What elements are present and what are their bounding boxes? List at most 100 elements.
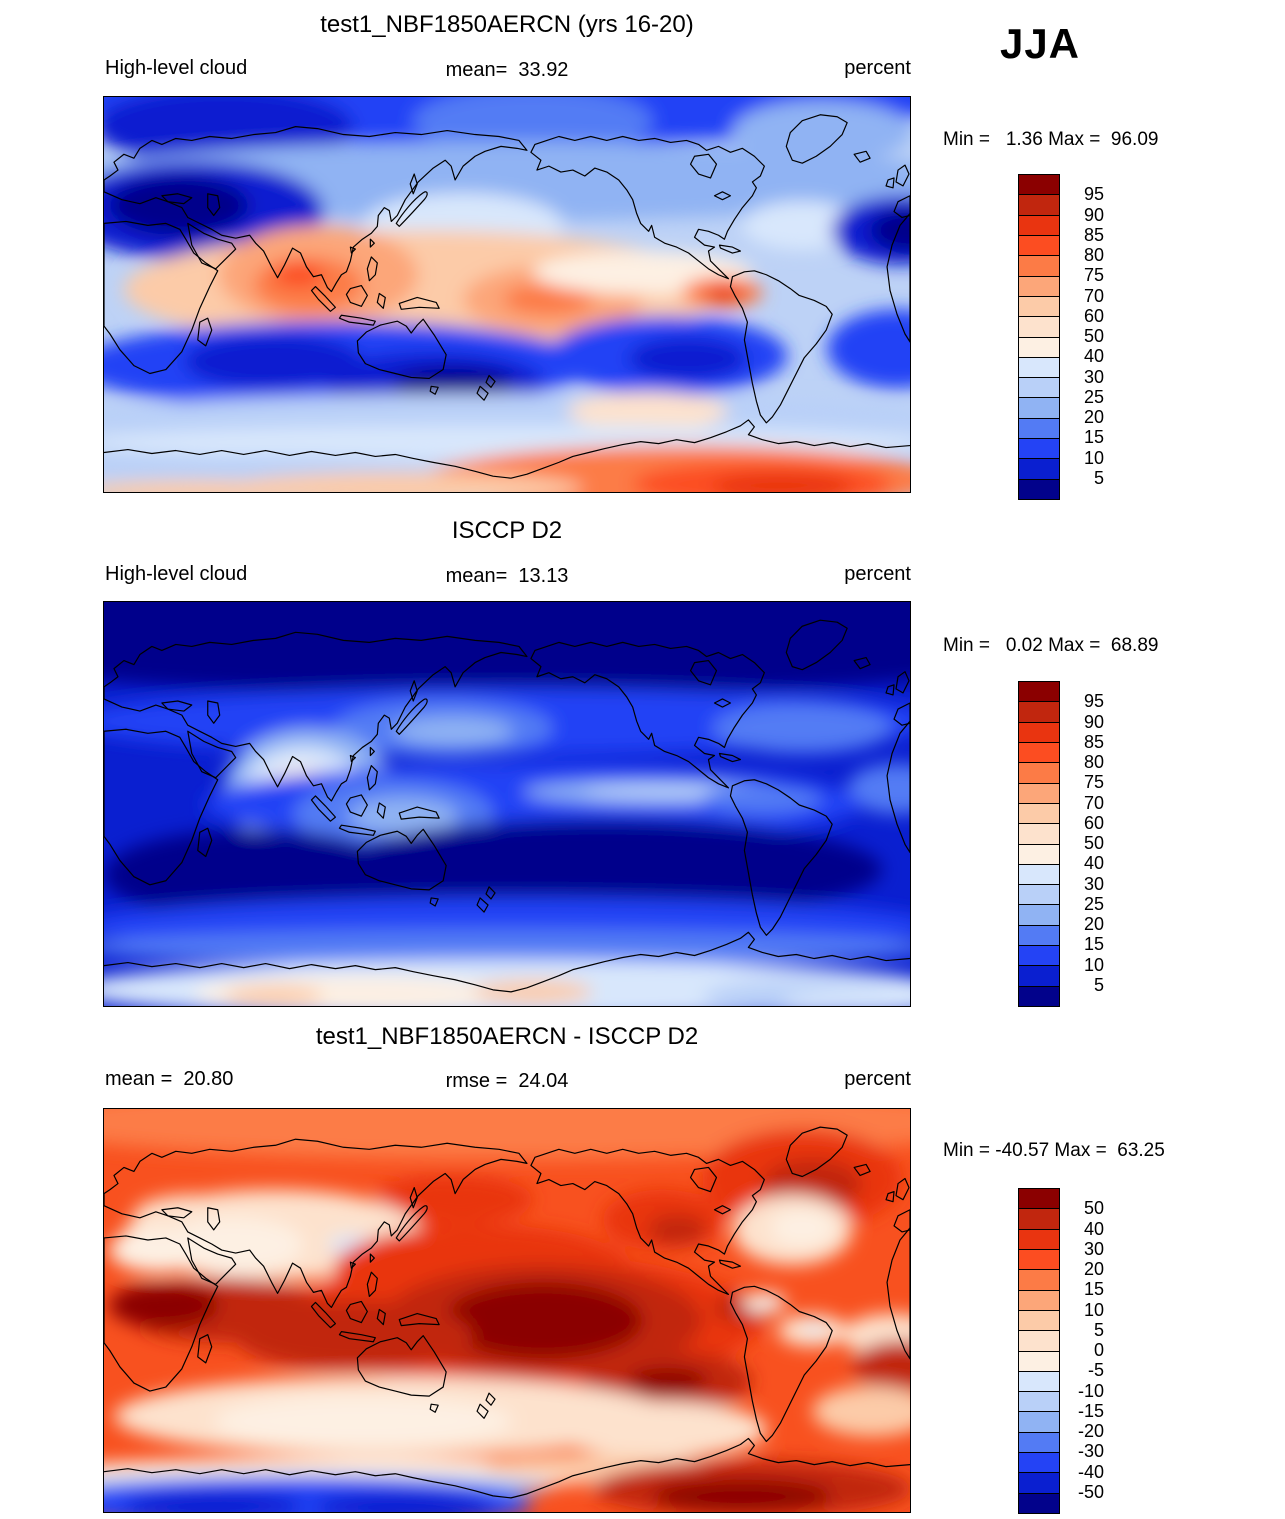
colorbar-segment [1019,1270,1059,1291]
colorbar-segment [1019,966,1059,987]
panel-2-minmax: Min = 0.02 Max = 68.89 [943,635,1159,656]
colorbar-segment [1019,1392,1059,1413]
season-label: JJA [999,20,1081,67]
panel-1-colorbar [1018,174,1060,500]
colorbar-tick-label: 20 [1083,407,1104,427]
colorbar-tick-label: 50 [1083,326,1104,346]
colorbar-segment [1019,175,1059,196]
colorbar-segment [1019,1453,1059,1474]
panel-2-mean-label: mean= 13.13 [445,565,569,587]
colorbar-tick-label: 80 [1083,752,1104,772]
colorbar-tick-label: -20 [1077,1421,1104,1441]
colorbar-tick-label: 75 [1083,772,1104,793]
colorbar-tick-label: 95 [1083,184,1104,205]
panel-1-title: test1_NBF1850AERCN (yrs 16-20) [320,11,694,38]
colorbar-tick-label: 75 [1083,265,1104,286]
colorbar-segment [1019,1331,1059,1352]
colorbar-tick-label: 70 [1083,285,1104,306]
colorbar-tick-label: 5 [1093,1319,1104,1340]
colorbar-segment [1019,803,1059,825]
colorbar-segment [1019,235,1059,257]
colorbar-segment [1019,337,1059,358]
colorbar-tick-label: 20 [1083,914,1104,934]
colorbar-segment [1019,722,1059,743]
colorbar-tick-label: 25 [1083,386,1104,407]
colorbar-segment [1019,357,1059,379]
colorbar-tick-label: -15 [1077,1400,1104,1421]
colorbar-tick-label: 30 [1083,873,1104,894]
colorbar-tick-label: 5 [1093,467,1104,488]
colorbar-segment [1019,925,1059,947]
panel-1-map [103,96,911,493]
colorbar-tick-label: -40 [1077,1461,1104,1482]
colorbar-tick-label: 10 [1083,1299,1104,1320]
colorbar-segment [1019,905,1059,926]
colorbar-tick-label: 90 [1083,204,1104,225]
colorbar-segment [1019,1493,1059,1513]
colorbar-segment [1019,1351,1059,1372]
colorbar-tick-label: -30 [1077,1441,1104,1462]
panel-3-units-label: percent [844,1068,911,1090]
colorbar-segment [1019,1371,1059,1393]
panel-3-map [103,1108,911,1513]
colorbar-tick-label: 80 [1083,245,1104,265]
colorbar-tick-label: 5 [1093,974,1104,995]
colorbar-tick-label: 40 [1083,346,1104,367]
colorbar-tick-label: 60 [1083,305,1104,326]
colorbar-tick-label: 40 [1083,853,1104,874]
colorbar-segment [1019,1249,1059,1271]
colorbar-segment [1019,479,1059,499]
colorbar-segment [1019,742,1059,764]
panel-1-units-label: percent [844,57,911,79]
colorbar-segment [1019,844,1059,865]
colorbar-tick-label: -5 [1087,1360,1104,1381]
colorbar-tick-label: 50 [1083,833,1104,853]
colorbar-tick-label: 10 [1083,954,1104,975]
panel-2-contour-field [104,602,910,1006]
colorbar-tick-label: 15 [1083,934,1104,955]
colorbar-segment [1019,1412,1059,1433]
colorbar-segment [1019,378,1059,399]
colorbar-segment [1019,763,1059,784]
colorbar-tick-label: 85 [1083,224,1104,245]
colorbar-segment [1019,885,1059,906]
colorbar-segment [1019,1432,1059,1454]
colorbar-segment [1019,256,1059,277]
colorbar-tick-label: 15 [1083,427,1104,448]
panel-2-map [103,601,911,1007]
colorbar-segment [1019,946,1059,967]
colorbar-segment [1019,1209,1059,1230]
panel-2-colorbar-labels: 95 90 85 80 75 70 60 50 40 30 25 20 15 10 5 [1062,681,1104,1005]
colorbar-segment [1019,418,1059,440]
colorbar-tick-label: -10 [1077,1380,1104,1401]
colorbar-segment [1019,682,1059,703]
colorbar-segment [1019,1189,1059,1210]
colorbar-segment [1019,195,1059,216]
colorbar-segment [1019,459,1059,480]
panel-1-mean-label: mean= 33.92 [445,59,569,81]
panel-3-title: test1_NBF1850AERCN - ISCCP D2 [315,1023,699,1050]
colorbar-tick-label: 70 [1083,792,1104,813]
panel-3-mean-label: mean = 20.80 [105,1068,234,1090]
panel-1-map-canvas [104,97,910,492]
colorbar-segment [1019,824,1059,845]
colorbar-segment [1019,317,1059,338]
panel-3-contour-field [104,1109,910,1512]
colorbar-tick-label: 30 [1083,366,1104,387]
colorbar-tick-label: 60 [1083,812,1104,833]
panel-3-colorbar-labels: 50 40 30 20 15 10 5 0 -5 -10 -15 -20 -30 -40 -50 [1062,1188,1104,1512]
panel-1-minmax: Min = 1.36 Max = 96.09 [943,129,1159,150]
panel-3-minmax: Min = -40.57 Max = 63.25 [943,1140,1165,1161]
colorbar-tick-label: 50 [1083,1198,1104,1219]
panel-3-map-canvas [104,1109,910,1512]
colorbar-segment [1019,276,1059,297]
colorbar-tick-label: 95 [1083,691,1104,712]
colorbar-segment [1019,1473,1059,1494]
panel-3-colorbar [1018,1188,1060,1514]
panel-1-variable-label: High-level cloud [105,57,248,79]
panel-1-contour-field [104,97,910,492]
colorbar-segment [1019,864,1059,886]
colorbar-tick-label: 20 [1083,1259,1104,1279]
colorbar-segment [1019,1310,1059,1332]
